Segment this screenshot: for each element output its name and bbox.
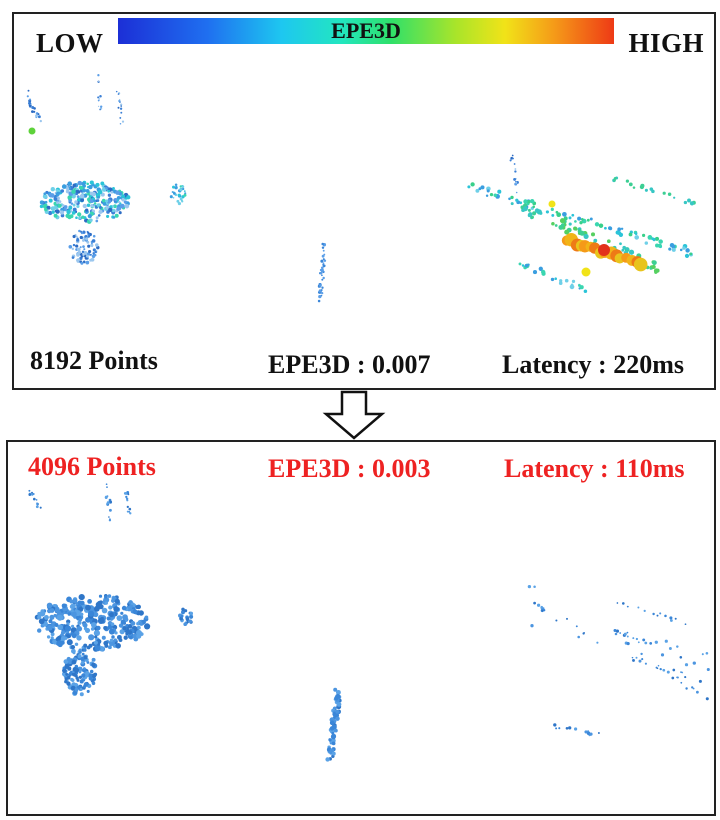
scene-panel-4096: 4096 Points EPE3D : 0.003 Latency : 110m…: [6, 440, 716, 816]
point-cloud-4096: [28, 483, 710, 762]
points-count-label: 8192 Points: [30, 346, 158, 375]
scene-panel-8192: LOW EPE3D HIGH 8192 Points EPE3D : 0.007…: [12, 12, 716, 390]
latency-label: Latency : 220ms: [502, 350, 684, 379]
epe-value-label: EPE3D : 0.007: [268, 350, 431, 379]
epe-colorbar: EPE3D: [118, 18, 614, 44]
scale-low-label: LOW: [36, 28, 104, 58]
scale-high-label: HIGH: [628, 28, 704, 58]
point-cloud-8192: [26, 74, 696, 303]
epe-value-label: EPE3D : 0.003: [268, 454, 431, 483]
colorbar-title: EPE3D: [331, 18, 401, 43]
latency-label: Latency : 110ms: [504, 454, 685, 483]
down-arrow-icon: [322, 390, 386, 440]
points-count-label: 4096 Points: [28, 452, 156, 481]
